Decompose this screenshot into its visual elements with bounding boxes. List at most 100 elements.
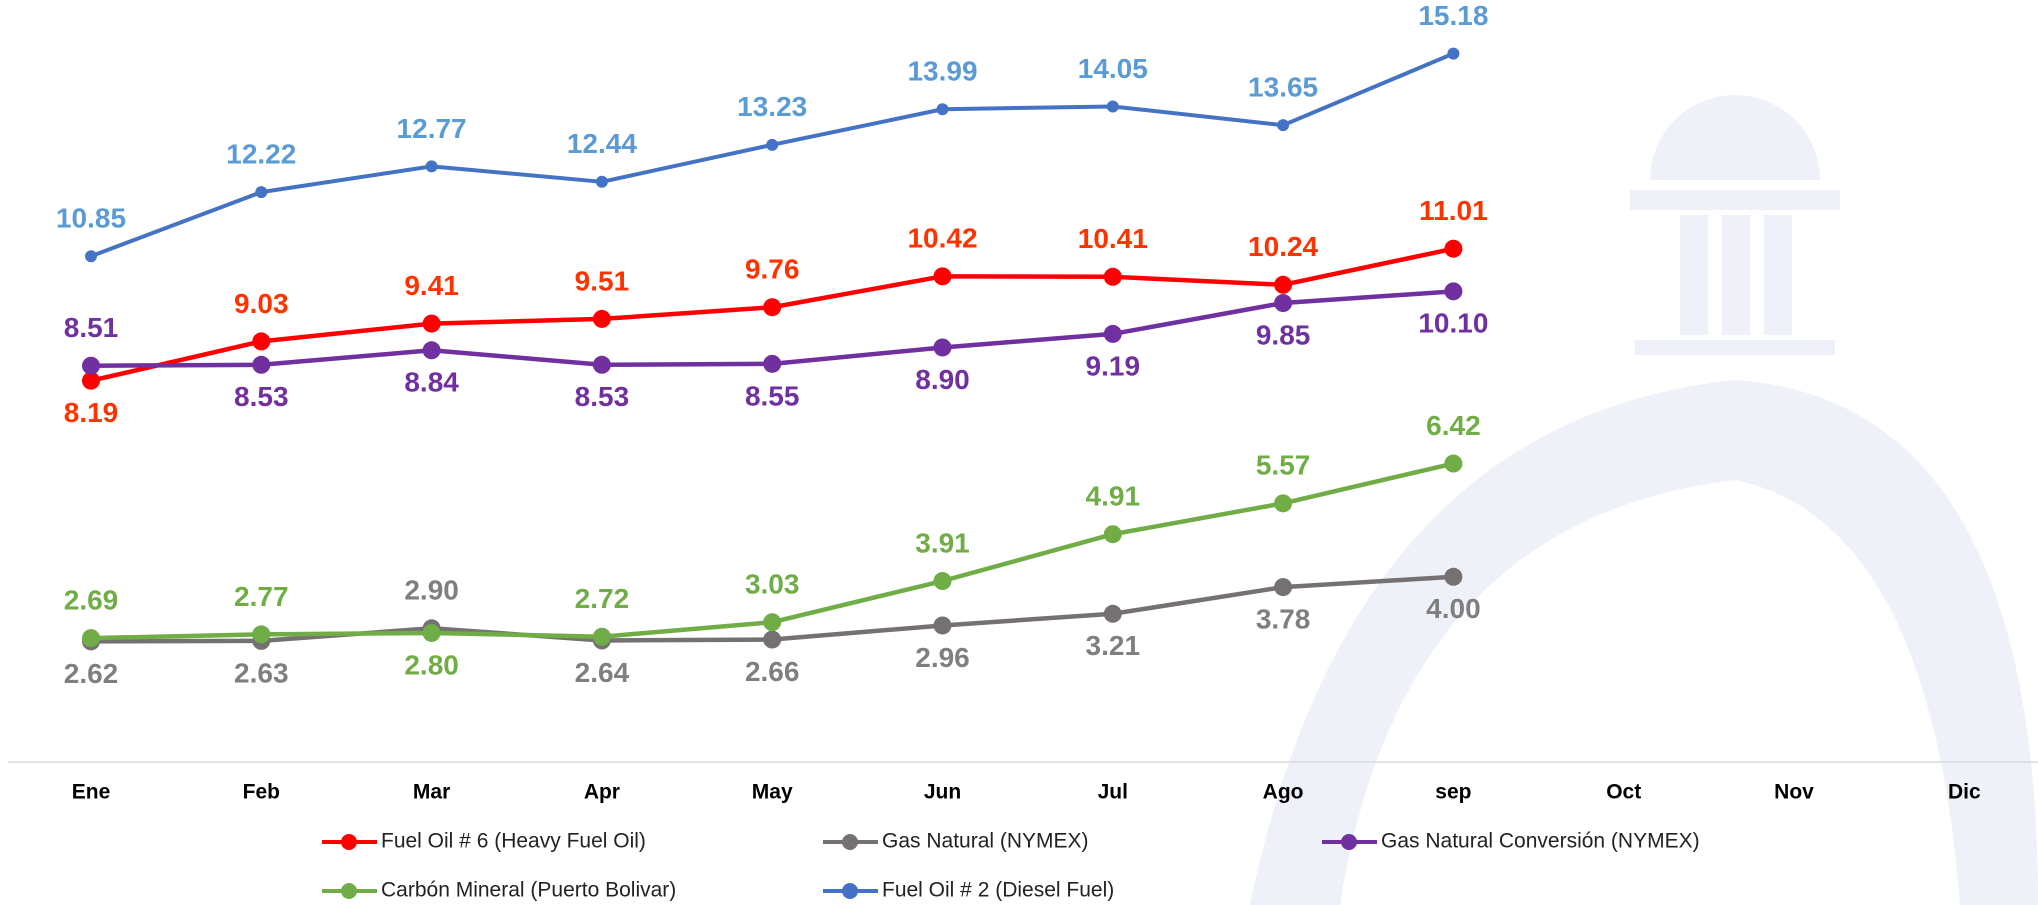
point [82,371,100,390]
data-label: 3.78 [1256,603,1311,634]
point [763,354,782,373]
point [252,355,271,374]
x-tick-label: Oct [1606,781,1641,804]
point [763,630,782,649]
data-label: 2.77 [234,581,289,612]
x-tick-label: Feb [243,781,280,804]
point [255,186,268,199]
point [1274,275,1293,294]
point [766,138,779,151]
data-label: 5.57 [1256,450,1311,481]
point [1274,578,1293,597]
point [82,629,100,648]
data-label: 9.51 [575,265,630,296]
legend-label: Fuel Oil # 2 (Diesel Fuel) [882,879,1114,902]
data-label: 9.85 [1256,319,1311,350]
legend-marker [341,883,357,899]
data-label: 11.01 [1419,195,1488,226]
data-label: 2.80 [404,649,459,680]
point [1103,604,1122,623]
point [592,627,611,646]
data-label: 13.23 [737,91,807,122]
x-tick-label: Dic [1948,781,1981,804]
data-label: 9.76 [745,254,800,285]
point [763,298,782,317]
watermark [1250,95,2038,905]
point [1106,100,1119,113]
x-tick-label: Apr [584,781,620,804]
point [595,175,608,188]
data-label: 13.99 [907,56,977,87]
point [1103,267,1122,286]
data-label: 8.53 [234,381,289,412]
data-label: 2.62 [64,658,119,689]
data-label: 6.42 [1426,410,1481,441]
legend-label: Fuel Oil # 6 (Heavy Fuel Oil) [381,830,646,853]
legend-label: Carbón Mineral (Puerto Bolivar) [381,879,676,902]
x-tick-label: May [752,781,793,804]
data-label: 8.90 [915,364,970,395]
point [422,314,441,333]
point [933,572,952,591]
point [1444,239,1463,258]
point [933,267,952,286]
data-label: 3.03 [745,569,800,600]
x-tick-label: Jun [924,781,961,804]
data-label: 10.10 [1418,308,1488,339]
point [1103,525,1122,544]
point [252,625,271,644]
data-label: 9.19 [1086,350,1141,381]
data-label: 3.91 [915,527,970,558]
legend-marker [842,883,858,899]
data-label: 8.55 [745,380,800,411]
data-label: 4.00 [1426,593,1481,624]
x-tick-label: Ago [1263,781,1304,804]
data-label: 9.03 [234,288,289,319]
point [933,616,952,635]
data-label: 4.91 [1086,481,1141,512]
x-tick-label: Ene [72,781,111,804]
point [1277,119,1290,132]
data-label: 9.41 [404,270,459,301]
x-tick-label: Nov [1774,781,1814,804]
data-label: 8.19 [64,397,119,428]
legend-marker [1341,834,1357,850]
data-label: 10.24 [1248,231,1318,262]
data-label: 13.65 [1248,72,1318,103]
data-label: 2.66 [745,656,800,687]
data-label: 12.77 [397,113,467,144]
point [592,355,611,374]
point [1444,567,1463,586]
data-label: 8.53 [575,381,630,412]
point [936,103,949,116]
data-label: 8.84 [404,367,459,398]
point [422,341,441,360]
data-label: 12.22 [226,138,296,169]
data-label: 10.85 [56,203,126,234]
point [425,160,438,173]
point [1447,47,1460,60]
data-label: 2.69 [64,584,119,615]
point [933,338,952,357]
x-tick-label: sep [1435,781,1471,804]
data-label: 2.90 [404,575,459,606]
point [85,250,97,263]
x-tick-label: Jul [1098,781,1128,804]
legend-label: Gas Natural Conversión (NYMEX) [1381,830,1700,853]
point [252,332,271,351]
data-label: 2.96 [915,642,970,673]
point [1103,324,1122,343]
data-label: 10.41 [1078,223,1148,254]
x-tick-label: Mar [413,781,450,804]
point [1444,282,1463,301]
data-label: 2.63 [234,657,289,688]
point [1444,454,1463,473]
point [1274,494,1293,513]
data-label: 14.05 [1078,53,1148,84]
point [592,309,611,328]
legend-marker [341,834,357,850]
data-label: 3.21 [1086,630,1141,661]
legend-marker [842,834,858,850]
point [422,623,441,642]
